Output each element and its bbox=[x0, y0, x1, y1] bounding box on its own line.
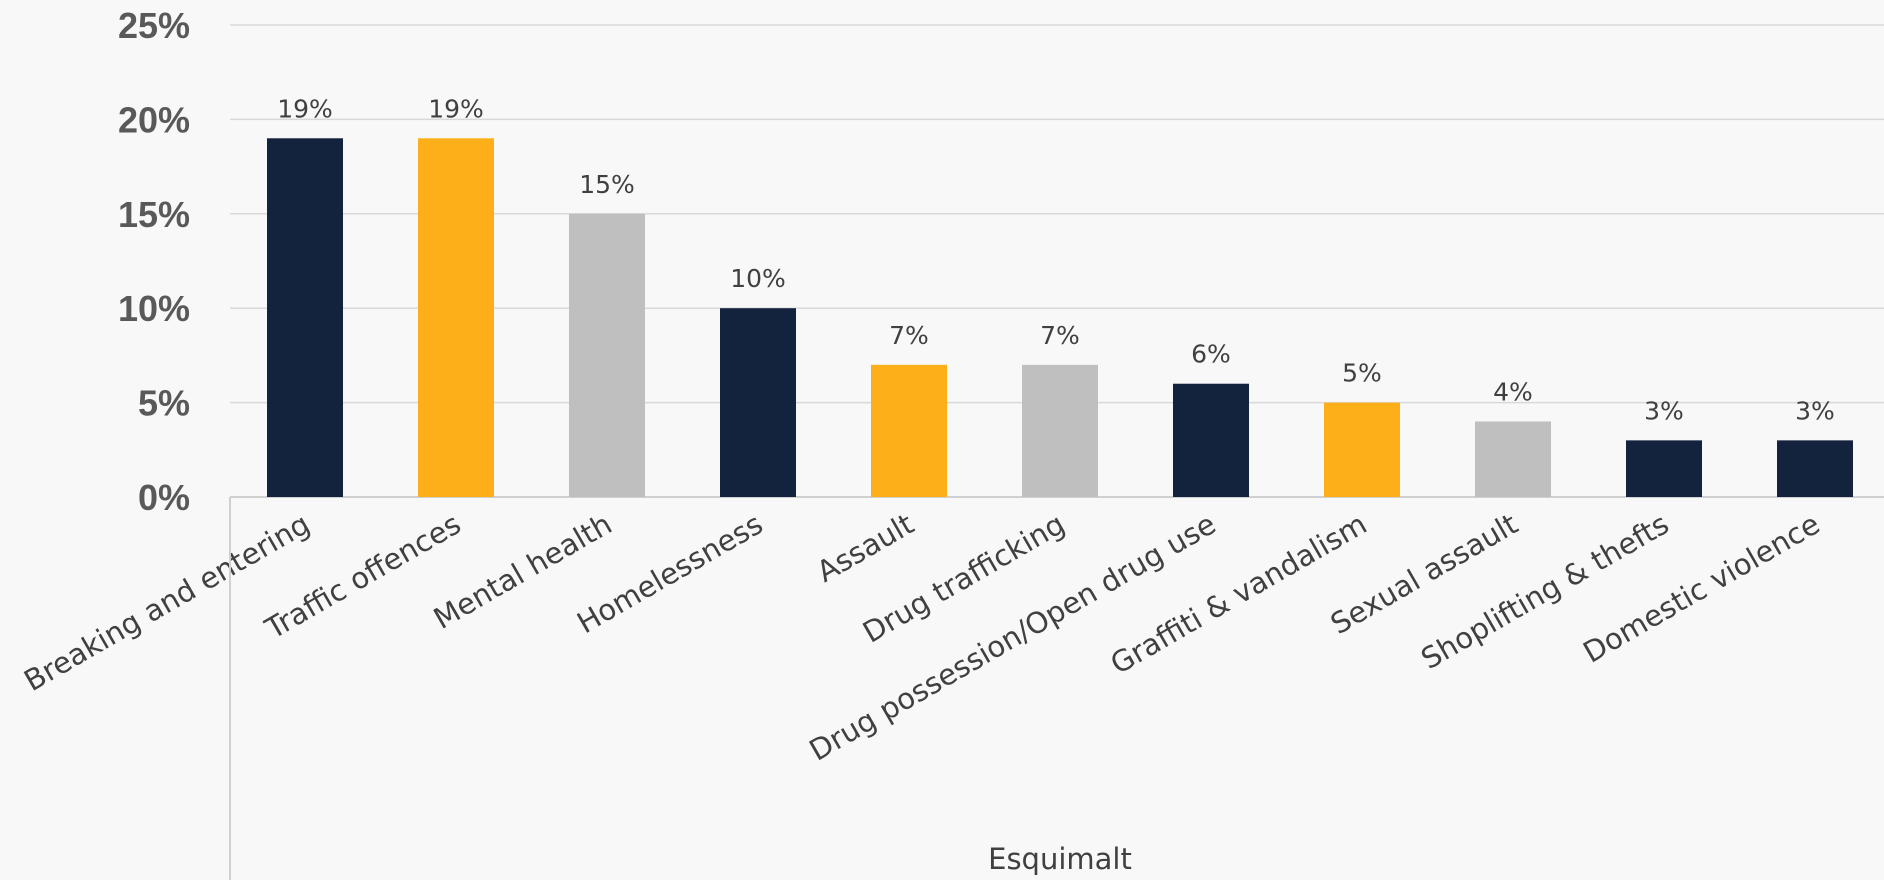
y-tick-label: 20% bbox=[118, 99, 190, 140]
data-label: 7% bbox=[889, 321, 929, 350]
y-axis-tick-labels: 0% 5% 10% 15% 20% 25% bbox=[118, 5, 190, 518]
bar bbox=[720, 308, 796, 497]
y-tick-label: 15% bbox=[118, 194, 190, 235]
data-label: 3% bbox=[1644, 396, 1684, 425]
x-tick-label: Breaking and entering bbox=[18, 507, 315, 698]
data-label: 10% bbox=[730, 264, 786, 293]
x-tick-label: Shoplifting & thefts bbox=[1415, 507, 1674, 676]
y-tick-label: 0% bbox=[138, 477, 190, 518]
y-tick-label: 10% bbox=[118, 288, 190, 329]
data-label: 19% bbox=[428, 94, 484, 123]
bar bbox=[569, 213, 645, 498]
bar bbox=[871, 364, 947, 497]
bar bbox=[1475, 421, 1551, 497]
data-label: 15% bbox=[579, 170, 635, 199]
bar bbox=[1777, 440, 1853, 497]
data-label: 6% bbox=[1191, 340, 1231, 369]
bar bbox=[418, 138, 494, 497]
data-label: 4% bbox=[1493, 377, 1533, 406]
data-label: 19% bbox=[277, 94, 333, 123]
x-tick-label: Assault bbox=[811, 507, 919, 589]
bar bbox=[1626, 440, 1702, 497]
data-label: 3% bbox=[1795, 396, 1835, 425]
x-axis-title: Esquimalt bbox=[988, 842, 1132, 876]
bar bbox=[1022, 364, 1098, 497]
x-tick-label: Graffiti & vandalism bbox=[1105, 507, 1373, 681]
y-tick-label: 25% bbox=[118, 5, 190, 46]
data-label: 7% bbox=[1040, 321, 1080, 350]
gridlines bbox=[230, 24, 1884, 498]
bars bbox=[267, 138, 1853, 498]
data-labels: 19% 19% 15% 10% 7% 7% 6% 5% 4% 3% 3% bbox=[277, 94, 1835, 425]
bar bbox=[267, 138, 343, 497]
bar bbox=[1324, 402, 1400, 497]
y-tick-label: 5% bbox=[138, 383, 190, 424]
bar bbox=[1173, 383, 1249, 497]
data-label: 5% bbox=[1342, 359, 1382, 388]
